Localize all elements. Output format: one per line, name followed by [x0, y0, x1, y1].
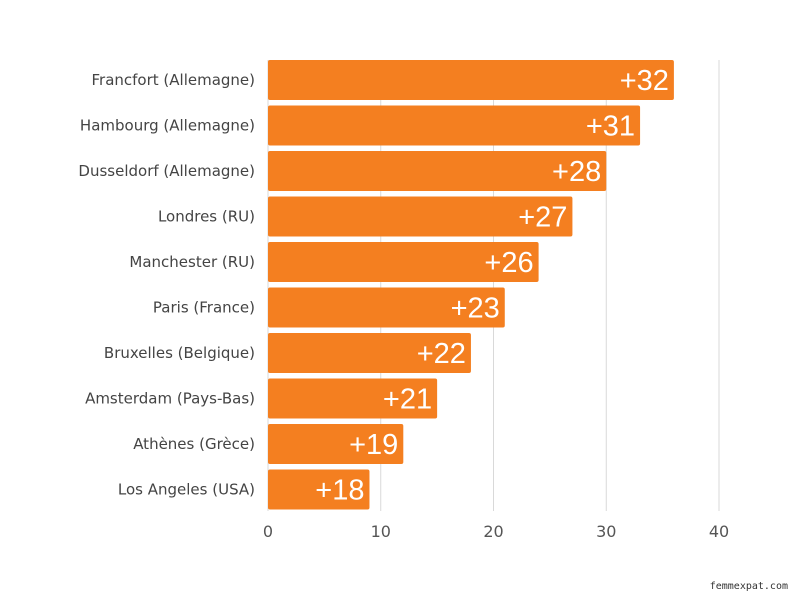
data-label: +18: [315, 475, 364, 507]
data-label: +27: [518, 202, 567, 234]
bar: [268, 196, 573, 237]
data-label: +26: [484, 247, 533, 279]
data-label: +19: [349, 429, 398, 461]
category-label: Hambourg (Allemagne): [80, 117, 255, 135]
bar: [268, 60, 674, 100]
category-label: Los Angeles (USA): [118, 481, 255, 499]
x-tick-label: 10: [371, 522, 391, 541]
bar: [268, 469, 370, 510]
x-tick-label: 0: [263, 522, 273, 541]
category-label: Athènes (Grèce): [133, 435, 255, 453]
category-label: Paris (France): [153, 299, 255, 317]
bar: [268, 424, 404, 464]
bar: [268, 378, 438, 419]
watermark: femmexpat.com: [709, 581, 788, 592]
data-label: +23: [451, 293, 500, 325]
bar: [268, 151, 607, 191]
bar: [268, 242, 539, 282]
data-label: +32: [620, 65, 669, 97]
data-label: +31: [586, 111, 635, 143]
category-label: Dusseldorf (Allemagne): [78, 162, 255, 180]
bars: [268, 60, 674, 510]
data-label: +28: [552, 156, 601, 188]
x-axis-ticks: 0 10 20 30 40: [263, 522, 729, 541]
x-tick-label: 40: [709, 522, 729, 541]
category-label: Amsterdam (Pays-Bas): [85, 390, 255, 408]
value-labels: +32 +31 +28 +27 +26 +23 +22 +21 +19 +18: [315, 65, 669, 507]
x-tick-label: 30: [596, 522, 616, 541]
x-tick-label: 20: [483, 522, 503, 541]
category-labels: Francfort (Allemagne) Hambourg (Allemagne…: [78, 71, 255, 499]
category-label: Bruxelles (Belgique): [104, 344, 255, 362]
bar: [268, 333, 471, 373]
bar: [268, 105, 641, 146]
category-label: Francfort (Allemagne): [91, 71, 255, 89]
data-label: +21: [383, 384, 432, 416]
data-label: +22: [417, 338, 466, 370]
bar: [268, 287, 505, 328]
category-label: Londres (RU): [158, 208, 255, 226]
category-label: Manchester (RU): [129, 253, 255, 271]
